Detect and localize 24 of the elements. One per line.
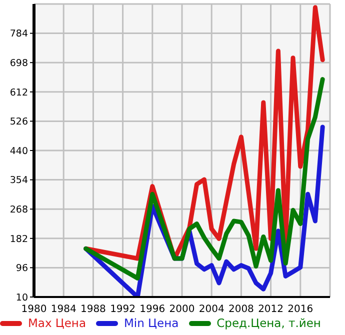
line-series [84, 77, 325, 281]
y-tick-label: 698 [10, 58, 28, 69]
x-tick-label: 2016 [288, 304, 314, 316]
x-tick-label: 1988 [80, 304, 106, 316]
x-tick-label: 1984 [50, 304, 76, 316]
y-tick-label: 784 [10, 28, 28, 40]
y-tick-label: 440 [10, 146, 28, 157]
x-tick-label: 1980 [21, 304, 47, 316]
y-tick-label: 268 [10, 204, 28, 216]
x-tick-label: 2004 [198, 304, 224, 316]
x-tick-label: 2008 [228, 304, 254, 316]
x-tick-label: 1996 [140, 304, 166, 316]
x-tick-label: 1992 [110, 304, 136, 316]
y-tick-label: 612 [10, 87, 28, 98]
y-tick-label: 354 [10, 175, 28, 186]
legend-label: Сред.Цена, т.йен [216, 316, 321, 330]
x-tick-label: 2012 [258, 304, 284, 316]
legend-label: Max Цена [27, 316, 86, 330]
y-tick-label: 10 [16, 292, 28, 304]
y-tick-label: 96 [16, 263, 28, 274]
y-tick-label: 182 [10, 234, 28, 245]
legend-label: Min Цена [123, 316, 179, 330]
y-tick-label: 526 [10, 116, 28, 128]
x-tick-label: 2000 [169, 304, 195, 316]
